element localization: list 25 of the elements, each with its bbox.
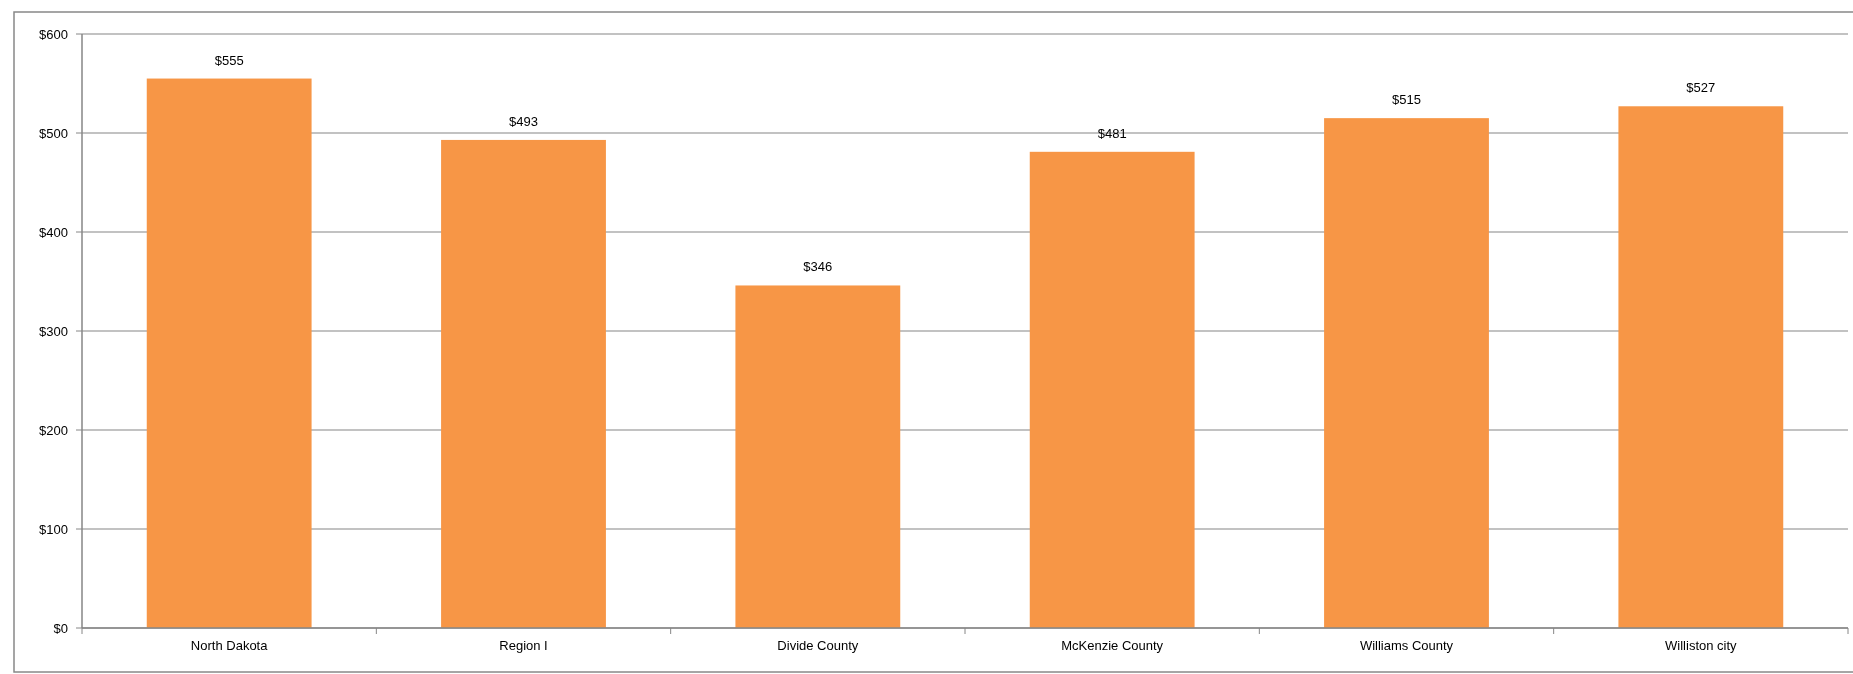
y-tick-label: $500 — [39, 125, 68, 141]
x-tick-label: Williams County — [1359, 638, 1454, 653]
x-tick-label: Divide County — [777, 638, 859, 653]
y-tick-label: $0 — [53, 620, 68, 636]
y-tick-label: $100 — [39, 521, 68, 537]
x-tick-label: Williston city — [1665, 638, 1738, 653]
bar — [1324, 118, 1489, 628]
data-label: $527 — [1686, 80, 1716, 96]
data-label: $481 — [1097, 125, 1127, 141]
data-label: $493 — [509, 113, 538, 129]
bar — [441, 139, 606, 628]
bar — [1029, 151, 1195, 628]
data-label: $515 — [1392, 92, 1421, 108]
x-tick-label: McKenzie County — [1061, 638, 1164, 653]
bar — [146, 78, 312, 628]
data-label: $346 — [803, 259, 833, 275]
data-label: $555 — [214, 52, 244, 68]
y-tick-label: $200 — [39, 422, 68, 438]
y-tick-label: $400 — [39, 224, 68, 240]
y-tick-label: $600 — [39, 26, 68, 42]
x-tick-label: Region I — [499, 638, 548, 653]
y-tick-label: $300 — [39, 323, 68, 339]
bar — [735, 285, 901, 628]
bar — [1618, 106, 1784, 628]
x-tick-label: North Dakota — [190, 638, 269, 653]
